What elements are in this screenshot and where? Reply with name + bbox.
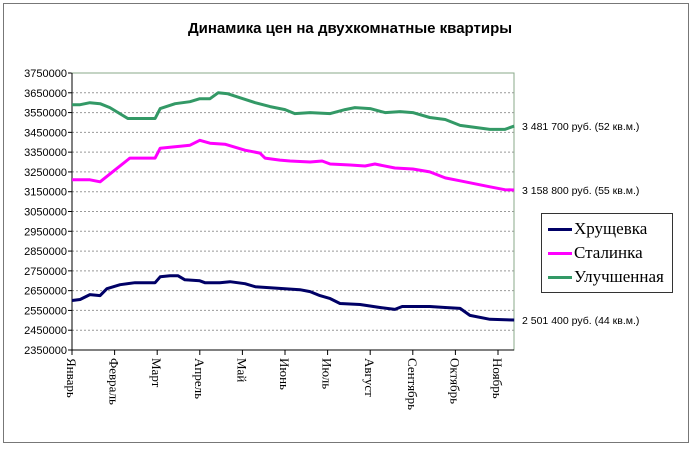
- x-tick-label: Июль: [320, 358, 335, 389]
- x-tick-label: Октябрь: [447, 358, 462, 404]
- x-tick-label: Апрель: [192, 358, 207, 399]
- legend: Хрущевка Сталинка Улучшенная: [541, 213, 673, 293]
- legend-item-uluchshennaya: Улучшенная: [548, 265, 672, 289]
- legend-item-stalinka: Сталинка: [548, 241, 672, 265]
- y-tick-label: 2550000: [24, 305, 67, 317]
- x-tick-label: Февраль: [107, 358, 122, 405]
- y-tick-label: 2650000: [24, 286, 67, 298]
- y-tick-label: 2950000: [24, 226, 67, 238]
- legend-label: Сталинка: [574, 243, 643, 262]
- legend-swatch: [548, 251, 572, 255]
- end-value-label: 3 481 700 руб. (52 кв.м.): [522, 121, 639, 133]
- x-tick-label: Март: [149, 358, 164, 388]
- y-tick-label: 3450000: [24, 127, 67, 139]
- y-tick-label: 3750000: [24, 68, 67, 80]
- legend-swatch: [548, 227, 572, 231]
- y-tick-label: 2750000: [24, 266, 67, 278]
- x-tick-label: Июнь: [277, 358, 292, 390]
- chart-frame: [3, 3, 689, 443]
- x-tick-label: Май: [234, 358, 249, 382]
- x-tick-label: Ноябрь: [490, 358, 505, 399]
- series-line-1: [72, 138, 515, 192]
- y-tick-label: 3150000: [24, 187, 67, 199]
- y-tick-label: 3650000: [24, 88, 67, 100]
- legend-swatch: [548, 275, 572, 279]
- y-tick-label: 3050000: [24, 207, 67, 219]
- x-tick-label: Сентябрь: [405, 358, 420, 410]
- chart-title: Динамика цен на двухкомнатные квартиры: [187, 20, 513, 37]
- y-tick-label: 3250000: [24, 167, 67, 179]
- x-tick-label: Август: [362, 358, 377, 397]
- y-tick-label: 3550000: [24, 108, 67, 120]
- series-line-0: [71, 274, 515, 322]
- x-tick-label: Январь: [64, 358, 79, 398]
- y-tick-label: 3350000: [24, 147, 67, 159]
- y-tick-label: 2850000: [24, 246, 67, 258]
- legend-label: Улучшенная: [574, 267, 664, 286]
- y-tick-label: 2350000: [24, 345, 67, 357]
- end-value-label: 3 158 800 руб. (55 кв.м.): [522, 185, 639, 197]
- legend-label: Хрущевка: [574, 219, 648, 238]
- legend-item-khrushchevka: Хрущевка: [548, 217, 672, 241]
- y-tick-label: 2450000: [24, 325, 67, 337]
- series-line-2: [72, 91, 515, 131]
- end-value-label: 2 501 400 руб. (44 кв.м.): [522, 315, 639, 327]
